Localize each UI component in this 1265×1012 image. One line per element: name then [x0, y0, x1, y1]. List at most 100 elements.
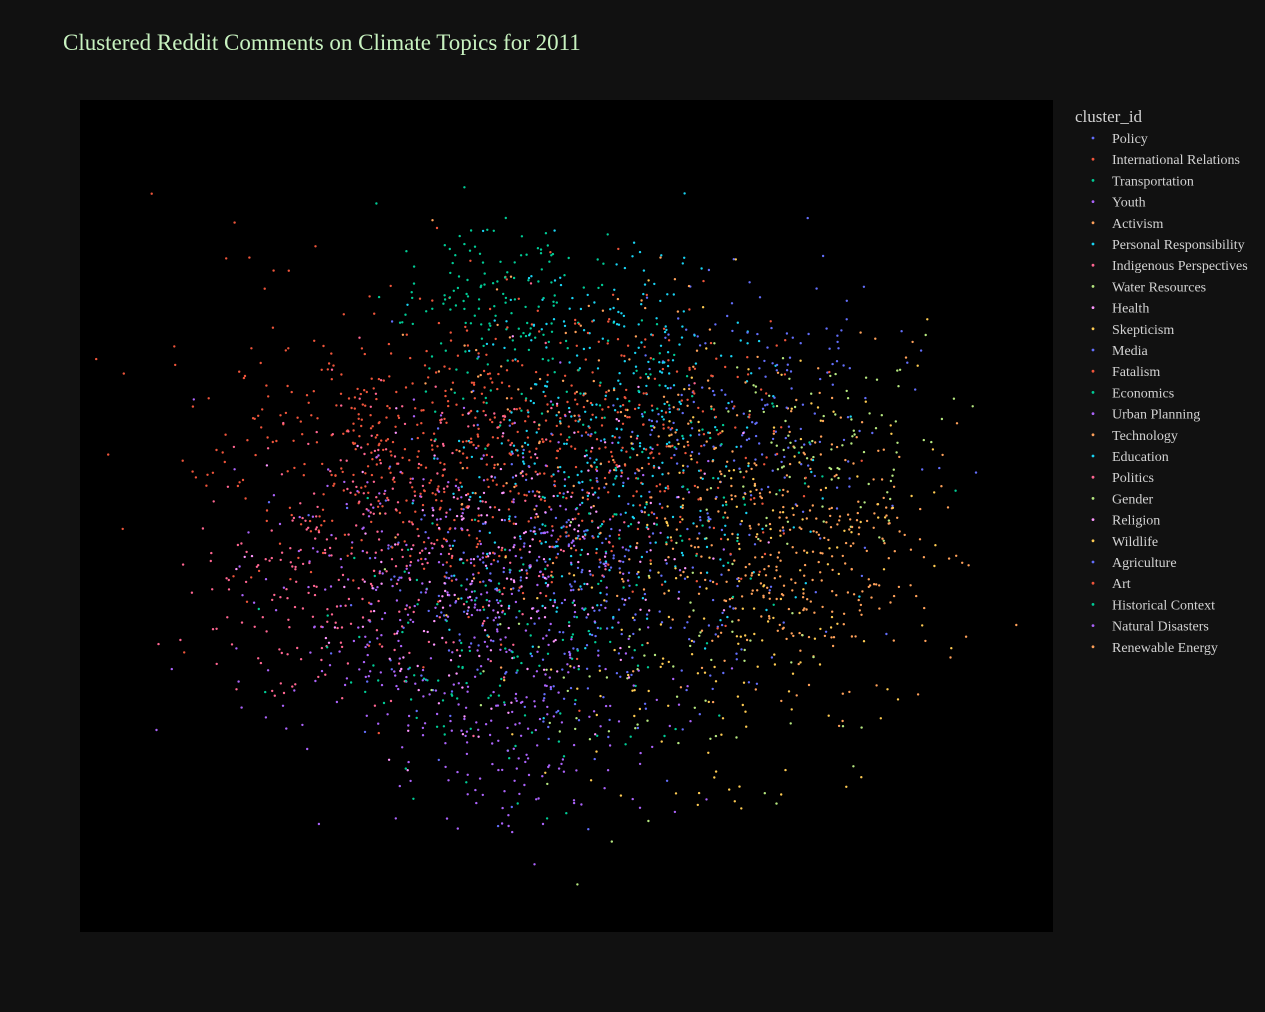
data-point: [485, 567, 489, 570]
data-point: [543, 576, 547, 580]
data-point: [670, 539, 673, 542]
data-point: [753, 502, 756, 506]
data-point: [762, 594, 765, 597]
data-point: [604, 446, 607, 449]
data-point: [595, 469, 599, 473]
legend-item-fatalism[interactable]: Fatalism: [1091, 365, 1161, 380]
data-point: [609, 640, 612, 644]
data-point: [470, 455, 474, 459]
data-point: [455, 514, 459, 518]
legend-item-politics[interactable]: Politics: [1091, 471, 1154, 486]
data-point: [635, 490, 638, 493]
data-point: [517, 388, 520, 391]
data-point: [435, 499, 438, 502]
data-point: [401, 746, 404, 749]
data-point: [597, 286, 600, 290]
data-point: [479, 373, 482, 377]
legend-item-renewable-energy[interactable]: Renewable Energy: [1091, 641, 1218, 656]
data-point: [798, 631, 801, 635]
legend-label: Health: [1112, 302, 1149, 317]
data-point: [409, 481, 412, 484]
data-point: [436, 457, 439, 460]
data-point: [486, 444, 489, 447]
data-point: [567, 544, 570, 548]
data-point: [514, 600, 518, 604]
data-point: [649, 424, 653, 428]
data-point: [613, 288, 616, 291]
legend-item-religion[interactable]: Religion: [1091, 514, 1161, 529]
legend-item-education[interactable]: Education: [1091, 450, 1169, 465]
data-point: [472, 577, 476, 580]
data-point: [478, 777, 482, 780]
data-point: [378, 458, 382, 462]
legend-item-economics[interactable]: Economics: [1091, 386, 1175, 401]
data-point: [707, 520, 710, 523]
data-point: [465, 456, 469, 459]
legend-item-urban-planning[interactable]: Urban Planning: [1091, 408, 1201, 423]
data-point: [599, 525, 602, 528]
legend-label: Technology: [1112, 429, 1178, 444]
legend-item-agriculture[interactable]: Agriculture: [1091, 556, 1177, 571]
data-point: [665, 445, 668, 448]
legend-item-transportation[interactable]: Transportation: [1091, 174, 1194, 189]
legend-item-international-relations[interactable]: International Relations: [1091, 153, 1240, 168]
legend-item-personal-responsibility[interactable]: Personal Responsibility: [1091, 238, 1245, 253]
data-point: [537, 797, 540, 800]
data-point: [626, 579, 630, 582]
legend-item-historical-context[interactable]: Historical Context: [1091, 598, 1216, 613]
legend-item-youth[interactable]: Youth: [1091, 196, 1146, 211]
legend-label: Skepticism: [1112, 323, 1174, 338]
legend-item-activism[interactable]: Activism: [1091, 217, 1164, 232]
data-point: [492, 690, 495, 694]
data-point: [489, 694, 492, 697]
data-point: [666, 293, 669, 296]
legend-item-media[interactable]: Media: [1091, 344, 1149, 359]
legend-item-technology[interactable]: Technology: [1091, 429, 1178, 444]
data-point: [671, 359, 675, 362]
legend-item-health[interactable]: Health: [1091, 302, 1150, 317]
data-point: [665, 543, 668, 546]
data-point: [534, 470, 537, 473]
data-point: [848, 477, 851, 480]
data-point: [370, 451, 373, 454]
data-point: [790, 661, 793, 664]
data-point: [462, 610, 466, 613]
data-point: [607, 460, 611, 463]
data-point: [846, 591, 850, 594]
data-point: [886, 491, 889, 494]
data-point: [441, 606, 445, 609]
legend-item-skepticism[interactable]: Skepticism: [1091, 323, 1175, 338]
data-point: [568, 361, 571, 364]
data-point: [754, 385, 758, 388]
data-point: [215, 627, 218, 630]
data-point: [656, 407, 659, 410]
data-point: [561, 379, 565, 382]
data-point: [617, 621, 620, 624]
data-point: [577, 588, 580, 591]
data-point: [320, 646, 324, 650]
data-point: [524, 629, 528, 632]
data-point: [777, 551, 781, 554]
legend-item-gender[interactable]: Gender: [1091, 492, 1154, 507]
data-point: [720, 528, 724, 532]
legend-item-wildlife[interactable]: Wildlife: [1091, 535, 1158, 550]
legend-item-art[interactable]: Art: [1091, 577, 1131, 592]
data-point: [646, 523, 649, 527]
data-point: [650, 496, 653, 499]
legend-item-policy[interactable]: Policy: [1091, 132, 1148, 147]
data-point: [439, 517, 442, 521]
legend-item-water-resources[interactable]: Water Resources: [1091, 280, 1207, 295]
legend-item-indigenous-perspectives[interactable]: Indigenous Perspectives: [1091, 259, 1248, 274]
data-point: [366, 443, 369, 446]
data-point: [872, 583, 876, 586]
data-point: [488, 600, 491, 603]
legend-item-natural-disasters[interactable]: Natural Disasters: [1091, 620, 1209, 635]
data-point: [452, 683, 455, 686]
data-point: [746, 373, 750, 376]
data-point: [520, 235, 524, 238]
data-point: [578, 367, 582, 370]
data-point: [355, 485, 358, 489]
data-point: [727, 410, 730, 413]
data-point: [790, 410, 793, 413]
